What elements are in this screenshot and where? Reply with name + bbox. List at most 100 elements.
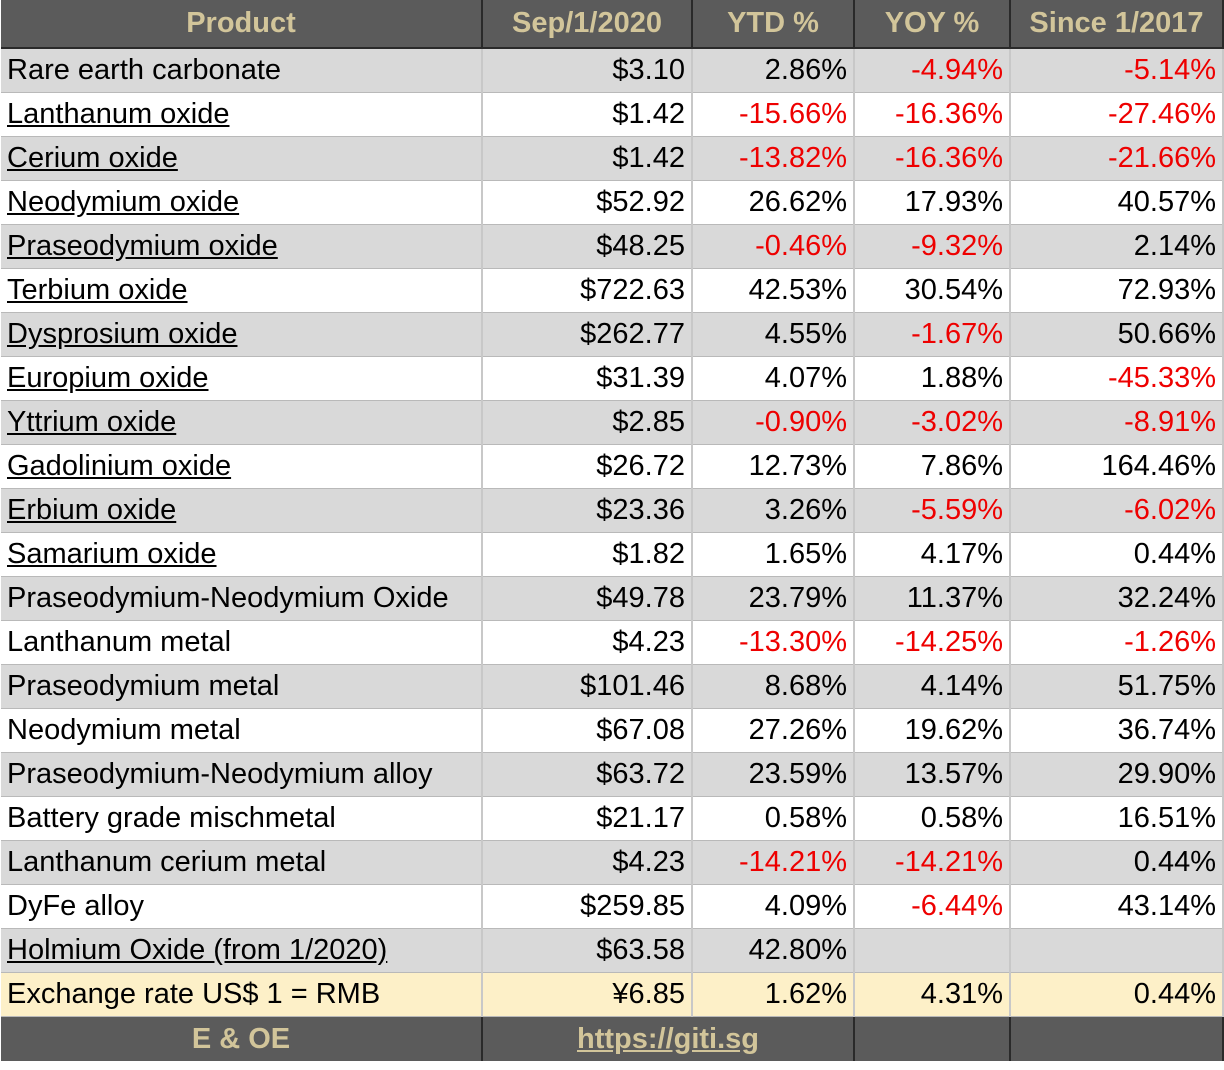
yoy-cell: -1.67% [854,312,1011,357]
exchange-rate-label: Exchange rate US$ 1 = RMB [1,972,483,1017]
yoy-cell: 11.37% [854,576,1011,621]
product-link[interactable]: Gadolinium oxide [7,450,232,482]
yoy-cell [854,928,1011,973]
since-2017-cell: 29.90% [1010,752,1224,797]
yoy-cell: -16.36% [854,92,1011,137]
exchange-rate-row: Exchange rate US$ 1 = RMB ¥6.85 1.62% 4.… [1,972,1224,1017]
table-row: Gadolinium oxide $26.72 12.73% 7.86% 164.46% [1,444,1224,489]
price-cell: $3.10 [482,48,693,93]
table-row: Erbium oxide $23.36 3.26% -5.59% -6.02% [1,488,1224,533]
product-name: Gadolinium oxide [1,444,483,489]
ytd-cell: 0.58% [692,796,855,841]
yoy-cell: -14.21% [854,840,1011,885]
product-link[interactable]: Praseodymium oxide [7,230,278,262]
header-since-2017: Since 1/2017 [1010,0,1224,49]
product-label: Rare earth carbonate [7,54,282,86]
since-2017-cell: 40.57% [1010,180,1224,225]
since-2017-cell: 0.44% [1010,840,1224,885]
product-label: Neodymium metal [7,714,241,746]
ytd-cell: -15.66% [692,92,855,137]
product-name: Dysprosium oxide [1,312,483,357]
yoy-cell: -6.44% [854,884,1011,929]
ytd-cell: 23.79% [692,576,855,621]
ytd-cell: -13.82% [692,136,855,181]
since-2017-cell: -45.33% [1010,356,1224,401]
header-ytd: YTD % [692,0,855,49]
table-row: Praseodymium metal $101.46 8.68% 4.14% 51.75… [1,664,1224,709]
since-2017-cell: 32.24% [1010,576,1224,621]
product-name: Yttrium oxide [1,400,483,445]
product-name: Praseodymium-Neodymium Oxide [1,576,483,621]
price-cell: $23.36 [482,488,693,533]
exchange-rate-since: 0.44% [1010,972,1224,1017]
price-cell: $26.72 [482,444,693,489]
price-cell: $262.77 [482,312,693,357]
yoy-cell: 17.93% [854,180,1011,225]
table-row: Praseodymium-Neodymium alloy $63.72 23.59%… [1,752,1224,797]
header-yoy: YOY % [854,0,1011,49]
product-link[interactable]: Samarium oxide [7,538,217,570]
since-2017-cell: -8.91% [1010,400,1224,445]
table-row: Holmium Oxide (from 1/2020) $63.58 42.80% [1,928,1224,973]
product-label: Praseodymium metal [7,670,280,702]
since-2017-cell: 2.14% [1010,224,1224,269]
table-row: Europium oxide $31.39 4.07% 1.88% -45.33% [1,356,1224,401]
since-2017-cell: 72.93% [1010,268,1224,313]
header-row: Product Sep/1/2020 YTD % YOY % Since 1/2… [1,0,1224,49]
table-row: Dysprosium oxide $262.77 4.55% -1.67% 50.66% [1,312,1224,357]
table-row: Neodymium metal $67.08 27.26% 19.62% 36.74% [1,708,1224,753]
table-row: Neodymium oxide $52.92 26.62% 17.93% 40.57% [1,180,1224,225]
product-link[interactable]: Cerium oxide [7,142,178,174]
footer-empty-cell [1010,1016,1224,1061]
product-link[interactable]: Dysprosium oxide [7,318,238,350]
header-date: Sep/1/2020 [482,0,693,49]
table-row: Lanthanum cerium metal $4.23 -14.21% -14.21… [1,840,1224,885]
table-row: Rare earth carbonate $3.10 2.86% -4.94% -5.1… [1,48,1224,93]
product-name: Praseodymium oxide [1,224,483,269]
price-cell: $67.08 [482,708,693,753]
product-name: Battery grade mischmetal [1,796,483,841]
product-link[interactable]: Erbium oxide [7,494,177,526]
yoy-cell: 7.86% [854,444,1011,489]
product-name: Lanthanum oxide [1,92,483,137]
yoy-cell: -4.94% [854,48,1011,93]
ytd-cell: -13.30% [692,620,855,665]
yoy-cell: -5.59% [854,488,1011,533]
product-link[interactable]: Holmium Oxide (from 1/2020) [7,934,388,966]
ytd-cell: 42.53% [692,268,855,313]
product-name: Cerium oxide [1,136,483,181]
footer-row: E & OE https://giti.sg [1,1016,1224,1061]
table-row: Lanthanum oxide $1.42 -15.66% -16.36% -27.46… [1,92,1224,137]
table-row: Samarium oxide $1.82 1.65% 4.17% 0.44% [1,532,1224,577]
product-link[interactable]: Yttrium oxide [7,406,177,438]
product-link[interactable]: Terbium oxide [7,274,188,306]
product-name: Terbium oxide [1,268,483,313]
table-row: Yttrium oxide $2.85 -0.90% -3.02% -8.91% [1,400,1224,445]
product-name: Holmium Oxide (from 1/2020) [1,928,483,973]
footer-url-link[interactable]: https://giti.sg [576,1022,760,1055]
yoy-cell: -9.32% [854,224,1011,269]
since-2017-cell: 50.66% [1010,312,1224,357]
product-name: Lanthanum cerium metal [1,840,483,885]
since-2017-cell: 43.14% [1010,884,1224,929]
price-cell: $1.42 [482,92,693,137]
price-cell: $63.72 [482,752,693,797]
price-cell: $101.46 [482,664,693,709]
price-cell: $4.23 [482,620,693,665]
since-2017-cell: -6.02% [1010,488,1224,533]
since-2017-cell: -27.46% [1010,92,1224,137]
ytd-cell: 1.65% [692,532,855,577]
product-name: Neodymium metal [1,708,483,753]
yoy-cell: -16.36% [854,136,1011,181]
product-name: DyFe alloy [1,884,483,929]
ytd-cell: 2.86% [692,48,855,93]
product-link[interactable]: Europium oxide [7,362,209,394]
yoy-cell: 4.14% [854,664,1011,709]
product-link[interactable]: Lanthanum oxide [7,98,230,130]
footer-link-cell: https://giti.sg [482,1016,855,1061]
product-label: DyFe alloy [7,890,144,922]
header-product: Product [1,0,483,49]
product-link[interactable]: Neodymium oxide [7,186,240,218]
yoy-cell: 19.62% [854,708,1011,753]
ytd-cell: 8.68% [692,664,855,709]
